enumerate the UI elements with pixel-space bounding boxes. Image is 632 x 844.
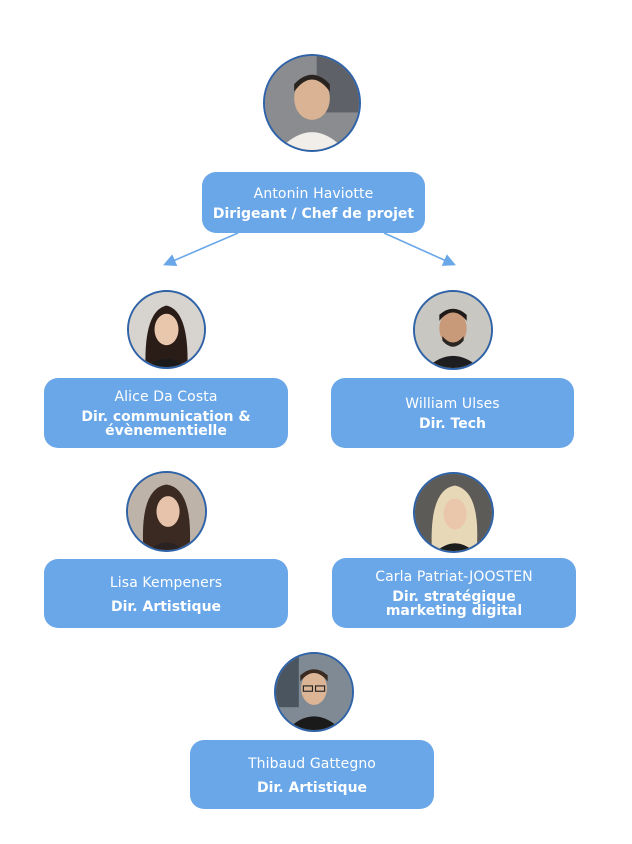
name-william: William Ulses: [405, 396, 500, 412]
person-photo-icon: [128, 473, 205, 550]
avatar-william: [413, 290, 493, 370]
name-carla: Carla Patriat-JOOSTEN: [375, 569, 533, 585]
avatar-carla: [413, 472, 494, 553]
role-carla-line1: Dir. stratégique: [392, 589, 516, 605]
role-alice-line2: évènementielle: [105, 423, 227, 439]
person-photo-icon: [129, 292, 204, 367]
avatar-thibaud: [274, 652, 354, 732]
card-antonin: Antonin Haviotte Dirigeant / Chef de pro…: [202, 172, 425, 233]
role-william: Dir. Tech: [419, 416, 486, 432]
card-carla: Carla Patriat-JOOSTEN Dir. stratégique m…: [332, 558, 576, 628]
role-antonin: Dirigeant / Chef de projet: [212, 205, 415, 222]
avatar-antonin: [263, 54, 361, 152]
name-alice: Alice Da Costa: [114, 389, 218, 405]
role-thibaud: Dir. Artistique: [256, 779, 368, 796]
name-thibaud: Thibaud Gattegno: [248, 755, 376, 772]
card-lisa: Lisa Kempeners Dir. Artistique: [44, 559, 288, 628]
person-photo-icon: [415, 474, 492, 551]
person-photo-icon: [415, 292, 491, 368]
card-thibaud: Thibaud Gattegno Dir. Artistique: [190, 740, 434, 809]
avatar-lisa: [126, 471, 207, 552]
card-william: William Ulses Dir. Tech: [331, 378, 574, 448]
person-photo-icon: [265, 56, 359, 150]
role-alice-line1: Dir. communication &: [81, 409, 251, 425]
role-lisa: Dir. Artistique: [110, 598, 222, 615]
name-lisa: Lisa Kempeners: [109, 574, 223, 591]
card-alice: Alice Da Costa Dir. communication & évèn…: [44, 378, 288, 448]
person-photo-icon: [276, 654, 352, 730]
avatar-alice: [127, 290, 206, 369]
role-carla-line2: marketing digital: [385, 603, 523, 619]
arrow-to-alice: [163, 232, 239, 267]
arrow-to-william: [383, 232, 456, 266]
name-antonin: Antonin Haviotte: [253, 185, 374, 202]
